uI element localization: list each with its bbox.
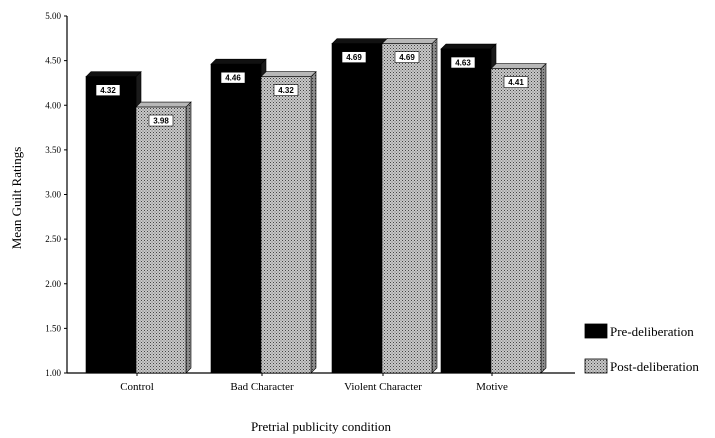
- data-label: 3.98: [153, 117, 169, 126]
- data-label: 4.63: [455, 59, 471, 68]
- x-tick-label: Motive: [476, 381, 508, 393]
- legend-label: Pre-deliberation: [610, 324, 694, 339]
- y-tick-label: 2.00: [45, 279, 61, 289]
- y-tick-label: 3.00: [45, 190, 61, 200]
- data-label: 4.69: [346, 53, 362, 62]
- bar: [260, 76, 312, 374]
- bar-side-face: [540, 62, 547, 374]
- legend-swatch: [584, 323, 608, 339]
- y-tick-label: 1.00: [45, 368, 61, 378]
- axes: 1.00 1.50 2.00 2.50 3.00 3.50 4.00 4.50 5.00 Cont…: [45, 11, 575, 393]
- data-label-box: [148, 114, 174, 127]
- data-label-box: [450, 56, 476, 69]
- bar-side-face: [310, 70, 317, 374]
- x-tick-label: Bad Character: [230, 381, 294, 393]
- bar-top-face: [85, 71, 142, 77]
- bar: [490, 68, 542, 374]
- x-tick-label: Violent Character: [344, 381, 422, 393]
- bar: [85, 76, 137, 374]
- bar: [210, 63, 262, 374]
- bar-top-face: [331, 38, 388, 44]
- legend-swatch: [584, 358, 608, 374]
- bar-top-face: [490, 63, 547, 69]
- data-label-box: [95, 84, 121, 96]
- data-label-box: [273, 84, 299, 96]
- data-label-box: [341, 51, 367, 63]
- data-label: 4.32: [278, 86, 294, 95]
- bar: [381, 43, 433, 374]
- bar: [135, 106, 187, 374]
- y-tick-label: 4.50: [45, 56, 61, 66]
- data-label-box: [220, 71, 246, 84]
- y-tick-label: 3.50: [45, 145, 61, 155]
- bar-side-face: [431, 37, 438, 374]
- data-label: 4.32: [100, 86, 116, 95]
- y-tick-label: 2.50: [45, 234, 61, 244]
- bar: [440, 48, 492, 374]
- bar-top-face: [260, 71, 317, 77]
- y-tick-label: 1.50: [45, 323, 61, 333]
- legend: Pre-deliberation Post-deliberation: [584, 323, 699, 374]
- bar-side-face: [185, 101, 192, 374]
- data-label-box: [503, 76, 529, 88]
- bar: [331, 43, 383, 374]
- bar-top-face: [210, 58, 267, 65]
- bar-top-face: [440, 43, 497, 50]
- x-axis-title: Pretrial publicity condition: [251, 419, 392, 434]
- y-tick-label: 4.00: [45, 100, 61, 110]
- data-label: 4.41: [508, 78, 524, 87]
- data-label-box: [394, 51, 420, 63]
- legend-label: Post-deliberation: [610, 359, 699, 374]
- bar-top-face: [381, 38, 438, 44]
- bar-top-face: [135, 101, 192, 108]
- y-tick-label: 5.00: [45, 11, 61, 21]
- data-label: 4.46: [225, 74, 241, 83]
- data-label: 4.69: [399, 53, 415, 62]
- bars: 4.32 3.98 4.46 4.32 4.69 4.69 4.63 4.41: [85, 37, 547, 374]
- x-tick-label: Control: [120, 381, 154, 393]
- y-axis-title: Mean Guilt Ratings: [9, 147, 24, 250]
